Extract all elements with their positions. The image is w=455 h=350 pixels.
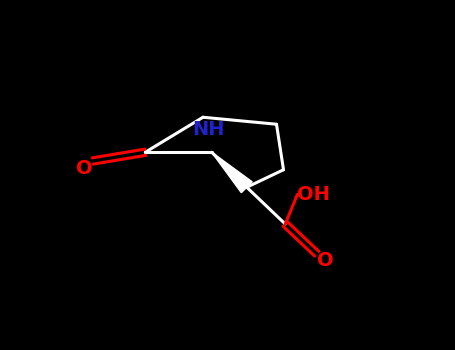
Text: O: O (317, 251, 334, 270)
Text: OH: OH (297, 185, 330, 204)
Polygon shape (212, 152, 252, 193)
Text: NH: NH (192, 120, 224, 139)
Text: O: O (76, 159, 92, 177)
